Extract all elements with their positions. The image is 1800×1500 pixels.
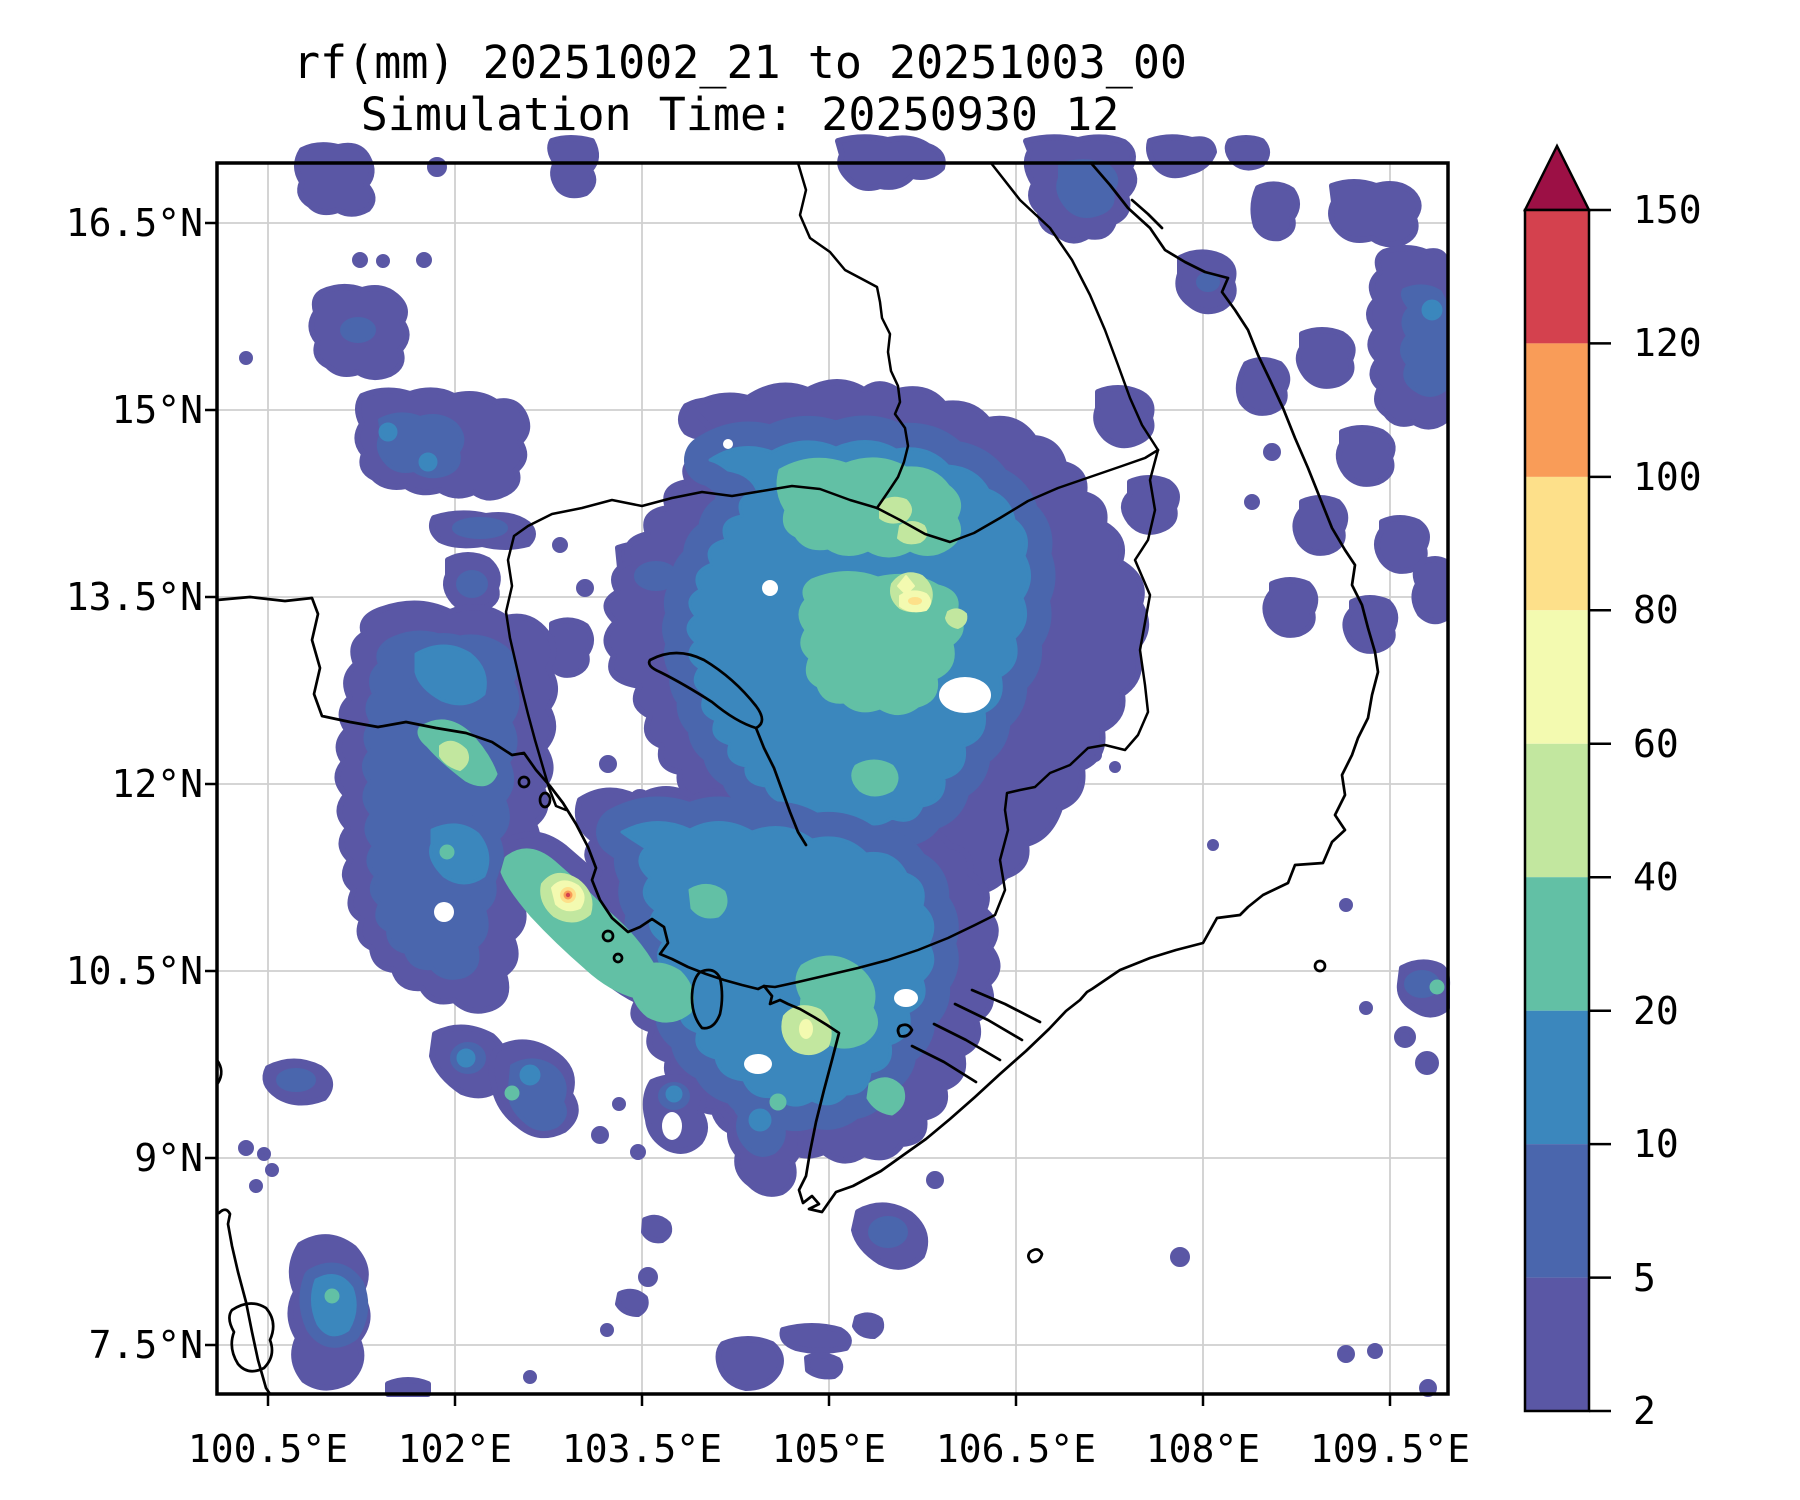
coastline-lagoon-sliver: [1130, 198, 1164, 230]
colorbar-outline: [1523, 208, 1591, 1413]
y-tick-15n: 15°N: [111, 388, 203, 432]
y-tick-16-5n: 16.5°N: [66, 201, 203, 245]
y-tick-13-5n: 13.5°N: [66, 575, 203, 619]
border-cambodia-laos: [875, 448, 1160, 544]
con-dao-island: [1027, 1248, 1044, 1264]
island-3: [517, 775, 531, 789]
chart-subtitle: Simulation Time: 20250930_12: [361, 88, 1120, 141]
colorbar-ticks: [1589, 208, 1611, 1413]
cb-label-2: 2: [1633, 1389, 1656, 1433]
x-tick-108e: 108°E: [1146, 1427, 1260, 1471]
y-tick-12n: 12°N: [111, 762, 203, 806]
rain-peak-cores: [560, 597, 922, 903]
cb-label-150: 150: [1633, 188, 1702, 232]
x-tick-105e: 105°E: [772, 1427, 886, 1471]
cb-label-20: 20: [1633, 989, 1679, 1033]
border-cambodia-vietnam: [762, 448, 1160, 989]
cb-label-40: 40: [1633, 855, 1679, 899]
x-tick-106-5e: 106.5°E: [936, 1427, 1096, 1471]
coastline-mainland: [215, 161, 1380, 1214]
coastline-peninsula: [217, 1208, 272, 1396]
colorbar-labels: 150 120 100 80 60 40 20 10 5 2: [1633, 188, 1702, 1433]
x-tick-103-5e: 103.5°E: [562, 1427, 722, 1471]
cb-label-120: 120: [1633, 321, 1702, 365]
border-thailand-cambodia: [504, 484, 879, 812]
colorbar-over-arrow: [1522, 143, 1592, 212]
cb-label-100: 100: [1633, 455, 1702, 499]
y-tick-10-5n: 10.5°N: [66, 949, 203, 993]
border-laos-vietnam: [989, 161, 1160, 452]
x-axis-labels: 100.5°E 102°E 103.5°E 105°E 106.5°E 108°…: [188, 1427, 1470, 1471]
chart-title: rf(mm) 20251002_21 to 20251003_00: [293, 36, 1187, 89]
cb-label-5: 5: [1633, 1256, 1656, 1300]
axis-ticks: [205, 221, 1392, 1406]
cb-label-60: 60: [1633, 722, 1679, 766]
phu-quoc-island: [690, 968, 724, 1030]
mekong-delta-channels: [910, 988, 1042, 1084]
y-tick-7-5n: 7.5°N: [89, 1323, 203, 1367]
y-axis-labels: 16.5°N 15°N 13.5°N 12°N 10.5°N 9°N 7.5°N: [66, 201, 203, 1367]
x-tick-109-5e: 109.5°E: [1310, 1427, 1470, 1471]
colorbar: 150 120 100 80 60 40 20 10 5 2: [1522, 143, 1702, 1433]
phu-quy-island: [1313, 959, 1327, 973]
cb-label-80: 80: [1633, 588, 1679, 632]
delta-islet: [896, 1023, 914, 1038]
rain-holes: [434, 439, 991, 1140]
x-tick-102e: 102°E: [398, 1427, 512, 1471]
rain-contour-layer: [238, 134, 1451, 1397]
mekong-river: [754, 726, 808, 847]
peninsula-lagoon: [228, 1302, 275, 1373]
y-tick-9n: 9°N: [134, 1136, 203, 1180]
plot-frame: [215, 161, 1450, 1396]
island-1: [601, 929, 615, 943]
cb-label-10: 10: [1633, 1122, 1679, 1166]
coastline-layer: [215, 161, 1380, 1396]
country-border-layer: [504, 161, 1160, 989]
x-tick-100-5e: 100.5°E: [188, 1427, 348, 1471]
border-thailand-laos-mekong: [796, 161, 910, 510]
island-4: [538, 791, 552, 809]
island-2: [612, 952, 624, 964]
